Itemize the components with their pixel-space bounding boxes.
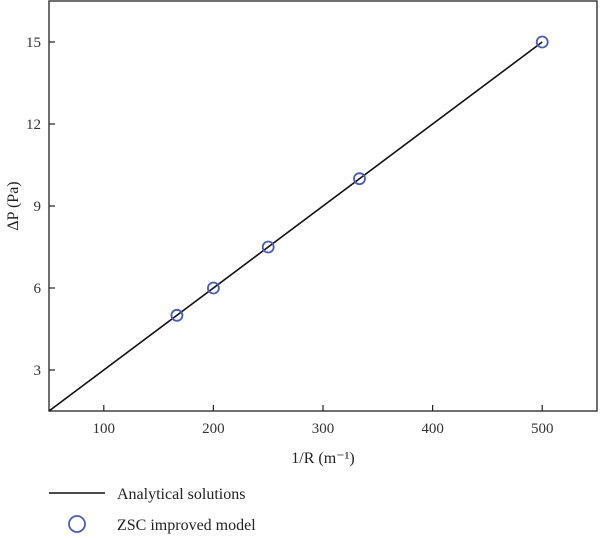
x-axis-ticks: 100 200 300 400 500: [93, 405, 554, 437]
x-axis-label: 1/R (m⁻¹): [291, 450, 354, 467]
data-point-zsc: [535, 35, 549, 49]
y-tick-label: 15: [26, 35, 41, 51]
x-tick-label: 300: [312, 421, 335, 437]
x-tick-label: 100: [93, 421, 116, 437]
series-layer: [48, 35, 549, 412]
y-axis-ticks: 3 6 9 12 15: [26, 35, 55, 379]
x-tick-label: 200: [202, 421, 225, 437]
data-point-zsc: [353, 172, 366, 186]
legend-label-zsc: ZSC improved model: [117, 517, 256, 534]
y-axis-label: ΔP (Pa): [5, 181, 22, 230]
data-point-zsc: [206, 281, 220, 295]
x-tick-label: 400: [421, 421, 444, 437]
y-tick-label: 9: [34, 199, 42, 215]
data-point-zsc: [170, 308, 184, 322]
y-tick-label: 6: [34, 281, 42, 297]
y-tick-label: 12: [26, 117, 41, 133]
x-tick-label: 500: [531, 421, 554, 437]
series-analytical-line: [48, 41, 543, 412]
legend-marker-swatch: [68, 515, 86, 533]
y-tick-label: 3: [34, 363, 42, 379]
data-point-zsc: [261, 240, 275, 254]
legend: Analytical solutions ZSC improved model: [49, 486, 256, 534]
legend-label-analytical: Analytical solutions: [117, 486, 245, 503]
